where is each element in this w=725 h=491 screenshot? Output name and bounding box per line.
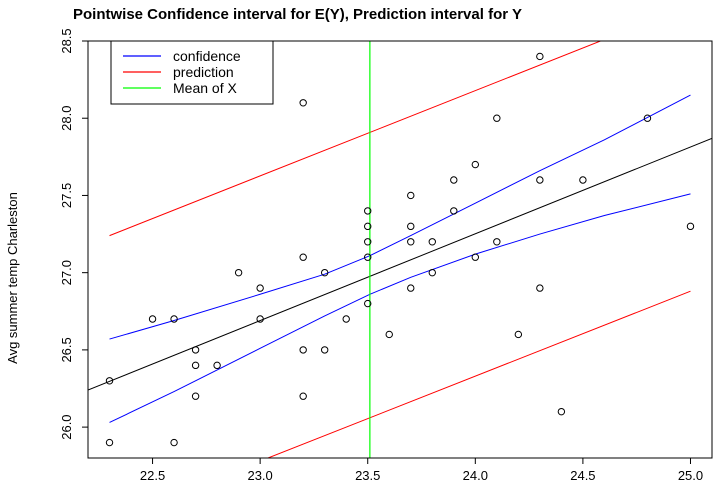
data-point [686,222,695,231]
data-point [514,330,523,339]
y-tick-label: 27.5 [59,183,74,208]
data-point [471,160,480,169]
data-point [407,284,415,292]
data-point [213,361,221,370]
data-point [170,438,178,447]
data-point [364,299,372,308]
axes: 22.5 23.0 23.5 24.0 24.5 25.0 26.0 26.5 27.0 27.5… [59,28,713,483]
data-point [342,315,350,323]
data-point [191,392,200,400]
y-tick-label: 27.0 [59,260,74,285]
data-point [299,346,307,354]
chart-title: Pointwise Confidence interval for E(Y), … [73,6,522,23]
series-line-confidence-2 [109,193,691,423]
plot-frame [87,40,713,459]
legend-box [110,40,274,105]
data-point [493,114,501,122]
data-point [105,377,114,385]
data-point [450,207,458,215]
data-point [364,207,372,215]
data-point [191,361,200,370]
legend-label-0: confidence [173,48,241,64]
data-point [643,114,652,122]
series-line-prediction-4 [266,290,691,458]
data-point [320,268,329,277]
data-point [536,284,544,292]
x-tick-label: 23.5 [355,468,380,483]
data-point [299,253,307,261]
y-tick-label: 28.5 [59,28,74,53]
data-point [579,176,587,184]
data-point [364,253,372,261]
x-tick-label: 24.0 [463,468,488,483]
data-point [450,176,458,184]
data-point [471,253,480,261]
y-tick-label: 28.0 [59,106,74,131]
data-point [536,176,544,184]
data-point [428,268,436,277]
y-tick-label: 26.0 [59,414,74,439]
series-line-confidence-1 [109,94,691,340]
legend-label-2: Mean of X [173,80,237,96]
data-point [364,238,372,246]
data-point [428,238,436,246]
data-point [299,392,307,400]
y-axis-label: Avg summer temp Charleston [5,192,20,364]
data-point [364,222,372,231]
data-point [407,238,415,246]
data-point [320,346,329,354]
series-line-fit-0 [88,137,712,391]
series-line-prediction-3 [109,41,602,237]
x-tick-label: 24.5 [570,468,595,483]
data-point [536,52,544,61]
data-point [256,284,264,292]
x-tick-label: 25.0 [678,468,703,483]
data-point [170,315,178,323]
data-point [385,330,393,339]
data-point [148,315,157,323]
data-point [256,315,264,323]
data-point [105,438,114,447]
data-point [299,99,307,107]
data-point [493,238,501,246]
data-point [191,346,200,354]
x-tick-label: 22.5 [140,468,165,483]
data-point [407,222,415,231]
data-point [557,407,566,416]
data-point [407,191,415,200]
data-marks [88,41,712,458]
y-tick-label: 26.5 [59,337,74,362]
legend-label-1: prediction [173,64,234,80]
data-point [234,268,243,277]
x-tick-label: 23.0 [247,468,272,483]
